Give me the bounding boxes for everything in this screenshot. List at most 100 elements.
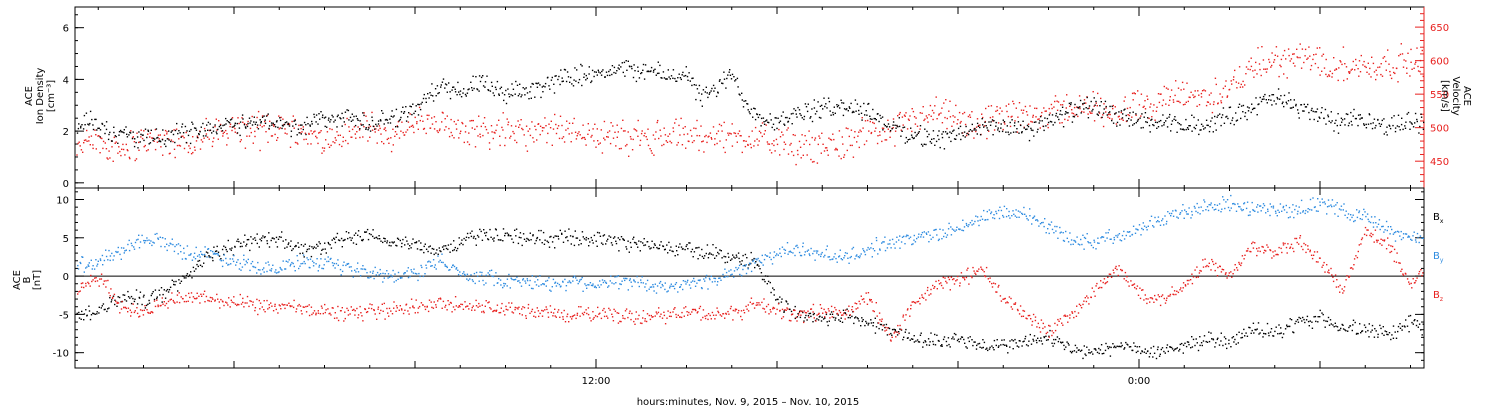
velocity-point xyxy=(859,130,860,131)
by-point xyxy=(148,240,149,241)
by-point xyxy=(964,226,965,227)
velocity-point xyxy=(1368,63,1369,64)
by-point xyxy=(682,289,683,290)
by-point xyxy=(730,269,731,270)
velocity-point xyxy=(837,149,838,150)
bx-point xyxy=(182,275,183,276)
velocity-point xyxy=(1326,59,1327,60)
velocity-point xyxy=(751,147,752,148)
bx-point xyxy=(504,235,505,236)
density-point xyxy=(341,113,342,114)
density-point xyxy=(992,119,993,120)
density-point xyxy=(1106,106,1107,107)
velocity-point xyxy=(657,120,658,121)
density-point xyxy=(1268,99,1269,100)
density-point xyxy=(254,117,255,118)
by-point xyxy=(913,240,914,241)
velocity-point xyxy=(418,129,419,130)
by-point xyxy=(408,267,409,268)
velocity-point xyxy=(77,143,78,144)
bx-point xyxy=(907,337,908,338)
density-point xyxy=(408,112,409,113)
by-point xyxy=(1008,211,1009,212)
density-point xyxy=(616,70,617,71)
by-point xyxy=(235,264,236,265)
by-point xyxy=(616,276,617,277)
by-point xyxy=(131,243,132,244)
bx-point xyxy=(755,261,756,262)
density-point xyxy=(285,122,286,123)
bx-point xyxy=(1139,346,1140,347)
bx-point xyxy=(1230,346,1231,347)
velocity-point xyxy=(1051,108,1052,109)
bx-point xyxy=(1372,330,1373,331)
density-point xyxy=(116,136,117,137)
bx-point xyxy=(1253,332,1254,333)
bx-point xyxy=(902,339,903,340)
bx-point xyxy=(1315,316,1316,317)
velocity-point xyxy=(557,128,558,129)
velocity-point xyxy=(1107,117,1108,118)
velocity-point xyxy=(813,161,814,162)
velocity-point xyxy=(723,147,724,148)
bx-point xyxy=(1132,350,1133,351)
density-point xyxy=(598,71,599,72)
by-point xyxy=(306,257,307,258)
density-point xyxy=(242,118,243,119)
bx-point xyxy=(1061,342,1062,343)
density-point xyxy=(413,113,414,114)
velocity-point xyxy=(617,125,618,126)
by-point xyxy=(739,274,740,275)
velocity-point xyxy=(529,128,530,129)
bx-point xyxy=(1001,340,1002,341)
bx-point xyxy=(478,236,479,237)
velocity-point xyxy=(528,131,529,132)
density-point xyxy=(297,134,298,135)
density-point xyxy=(1409,121,1410,122)
bx-point xyxy=(456,250,457,251)
velocity-point xyxy=(1173,99,1174,100)
density-point xyxy=(537,87,538,88)
bx-point xyxy=(190,271,191,272)
density-point xyxy=(791,113,792,114)
velocity-point xyxy=(575,132,576,133)
density-point xyxy=(955,139,956,140)
bx-point xyxy=(279,236,280,237)
velocity-point xyxy=(1420,60,1421,61)
density-point xyxy=(1101,117,1102,118)
bx-point xyxy=(1413,323,1414,324)
density-point xyxy=(530,86,531,87)
density-point xyxy=(508,93,509,94)
bx-point xyxy=(433,249,434,250)
velocity-point xyxy=(355,133,356,134)
bx-point xyxy=(342,246,343,247)
velocity-point xyxy=(202,141,203,142)
velocity-point xyxy=(1396,68,1397,69)
velocity-point xyxy=(1209,94,1210,95)
density-point xyxy=(770,113,771,114)
velocity-point xyxy=(469,120,470,121)
bx-point xyxy=(341,238,342,239)
velocity-point xyxy=(727,133,728,134)
bx-point xyxy=(1210,332,1211,333)
bx-point xyxy=(708,257,709,258)
bx-point xyxy=(775,299,776,300)
by-point xyxy=(350,266,351,267)
velocity-point xyxy=(610,143,611,144)
bx-point xyxy=(618,237,619,238)
by-point xyxy=(527,280,528,281)
bx-point xyxy=(624,240,625,241)
velocity-point xyxy=(1162,105,1163,106)
density-point xyxy=(899,126,900,127)
bx-point xyxy=(826,314,827,315)
velocity-point xyxy=(864,144,865,145)
bx-point xyxy=(1063,345,1064,346)
velocity-point xyxy=(191,153,192,154)
bx-point xyxy=(173,284,174,285)
by-point xyxy=(584,283,585,284)
density-point xyxy=(1351,124,1352,125)
velocity-point xyxy=(354,126,355,127)
density-point xyxy=(1402,129,1403,130)
velocity-point xyxy=(439,128,440,129)
velocity-point xyxy=(485,126,486,127)
